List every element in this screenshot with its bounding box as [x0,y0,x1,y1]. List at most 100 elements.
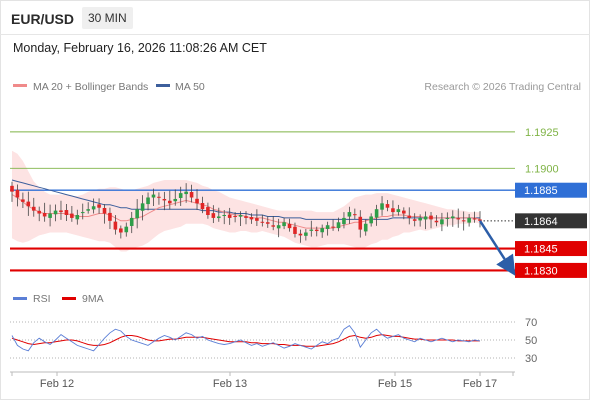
x-tick-label-0: Feb 12 [40,378,74,390]
candle-body-79 [440,219,444,225]
x-tick-label-1: Feb 13 [213,378,247,390]
level-label-3: 1.1845 [524,244,558,256]
bollinger-band [12,150,480,252]
candle-body-76 [423,216,428,220]
candle-body-14 [86,209,90,211]
price-levels: 1.1925 1.1900 1.1885 1.1845 1.1830 1.1864 [10,127,587,278]
candles [10,181,482,243]
candle-body-29 [168,200,172,204]
candle-body-73 [407,215,412,218]
level-label-2: 1.1885 [524,185,558,197]
candle-body-52 [293,226,297,234]
projection-arrow [478,220,516,276]
candle-body-34 [195,198,199,204]
candle-body-15 [91,206,96,210]
candle-body-48 [271,225,276,227]
candle-body-3 [26,201,31,207]
candle-body-84 [467,217,471,223]
candle-body-30 [173,198,178,202]
candle-body-42 [238,215,243,217]
bollinger-band-area [12,150,480,252]
legend-swatch-rsi [13,297,27,300]
candle-body-49 [276,225,281,229]
candle-body-60 [336,222,341,229]
candle-body-50 [282,222,286,227]
current-price-tag [515,213,587,229]
candle-body-37 [211,213,216,218]
candle-body-69 [385,204,390,208]
candle-body-72 [402,210,406,214]
level-label-0: 1.1925 [525,127,559,139]
candle-body-18 [108,212,112,221]
current-price-label: 1.1864 [524,216,558,228]
candle-body-82 [456,218,461,220]
candle-body-8 [53,210,58,215]
rsi-panel: 70 50 30 [10,317,537,365]
candle-body-78 [434,220,439,223]
candle-body-65 [363,223,368,232]
level-label-4: 1.1830 [524,265,558,277]
candle-body-68 [380,203,384,210]
datetime-stamp: Monday, February 16, 2026 11:08:26 AM CE… [13,41,267,55]
candle-body-80 [445,217,450,219]
candle-body-2 [21,199,25,202]
candle-body-28 [162,198,167,201]
candle-body-67 [374,209,379,218]
research-credit: Research © 2026 Trading Central [424,81,581,93]
level-tag-3 [515,241,587,257]
projection [478,220,516,276]
level-label-1: 1.1900 [525,163,559,175]
candle-body-9 [59,210,63,213]
legend-label-ma50: MA 50 [175,81,205,93]
rsi-line [11,324,481,352]
candle-body-20 [119,228,123,233]
candle-body-58 [325,225,330,229]
candle-body-56 [314,229,319,232]
candle-body-1 [15,189,20,198]
level-tag-4 [515,262,587,278]
candle-body-59 [331,226,335,228]
candle-body-71 [396,209,401,213]
candle-body-55 [309,229,314,231]
timeframe-badge[interactable]: 30 MIN [82,7,133,29]
level-tag-2 [515,182,587,198]
candle-body-13 [80,212,85,214]
candle-body-81 [450,216,455,219]
candle-body-83 [461,220,466,222]
rsi-tick-1: 50 [525,335,537,347]
candle-body-24 [140,203,145,211]
candle-body-35 [200,203,205,210]
candle-body-57 [320,228,324,233]
candle-body-4 [31,206,36,211]
candle-body-63 [353,214,357,216]
candle-body-62 [347,212,352,217]
rsi-tick-2: 30 [525,353,537,365]
x-tick-label-3: Feb 17 [463,378,497,390]
candle-body-19 [113,221,118,230]
candle-body-74 [412,219,417,221]
candle-body-46 [260,221,265,223]
legend-label-9ma: 9MA [82,293,104,305]
legend-swatch-9ma [62,297,76,300]
candle-body-16 [97,204,101,208]
x-tick-label-2: Feb 15 [378,378,412,390]
candle-body-22 [129,217,134,226]
legend-swatch-ma50 [156,84,170,87]
candle-body-51 [287,223,292,229]
header-divider [0,34,590,35]
candle-body-44 [249,217,254,220]
candle-body-36 [206,207,210,215]
candle-body-86 [478,219,482,221]
candle-body-45 [255,218,259,221]
candle-body-6 [42,212,47,217]
candle-body-40 [227,214,232,218]
candle-body-53 [298,233,303,236]
candle-body-26 [151,194,156,198]
candle-body-41 [233,216,237,218]
candle-body-12 [75,215,80,220]
legend-swatch-ma20 [13,84,27,87]
candle-body-43 [244,216,248,218]
candle-body-38 [216,216,221,219]
candle-body-25 [146,197,150,205]
